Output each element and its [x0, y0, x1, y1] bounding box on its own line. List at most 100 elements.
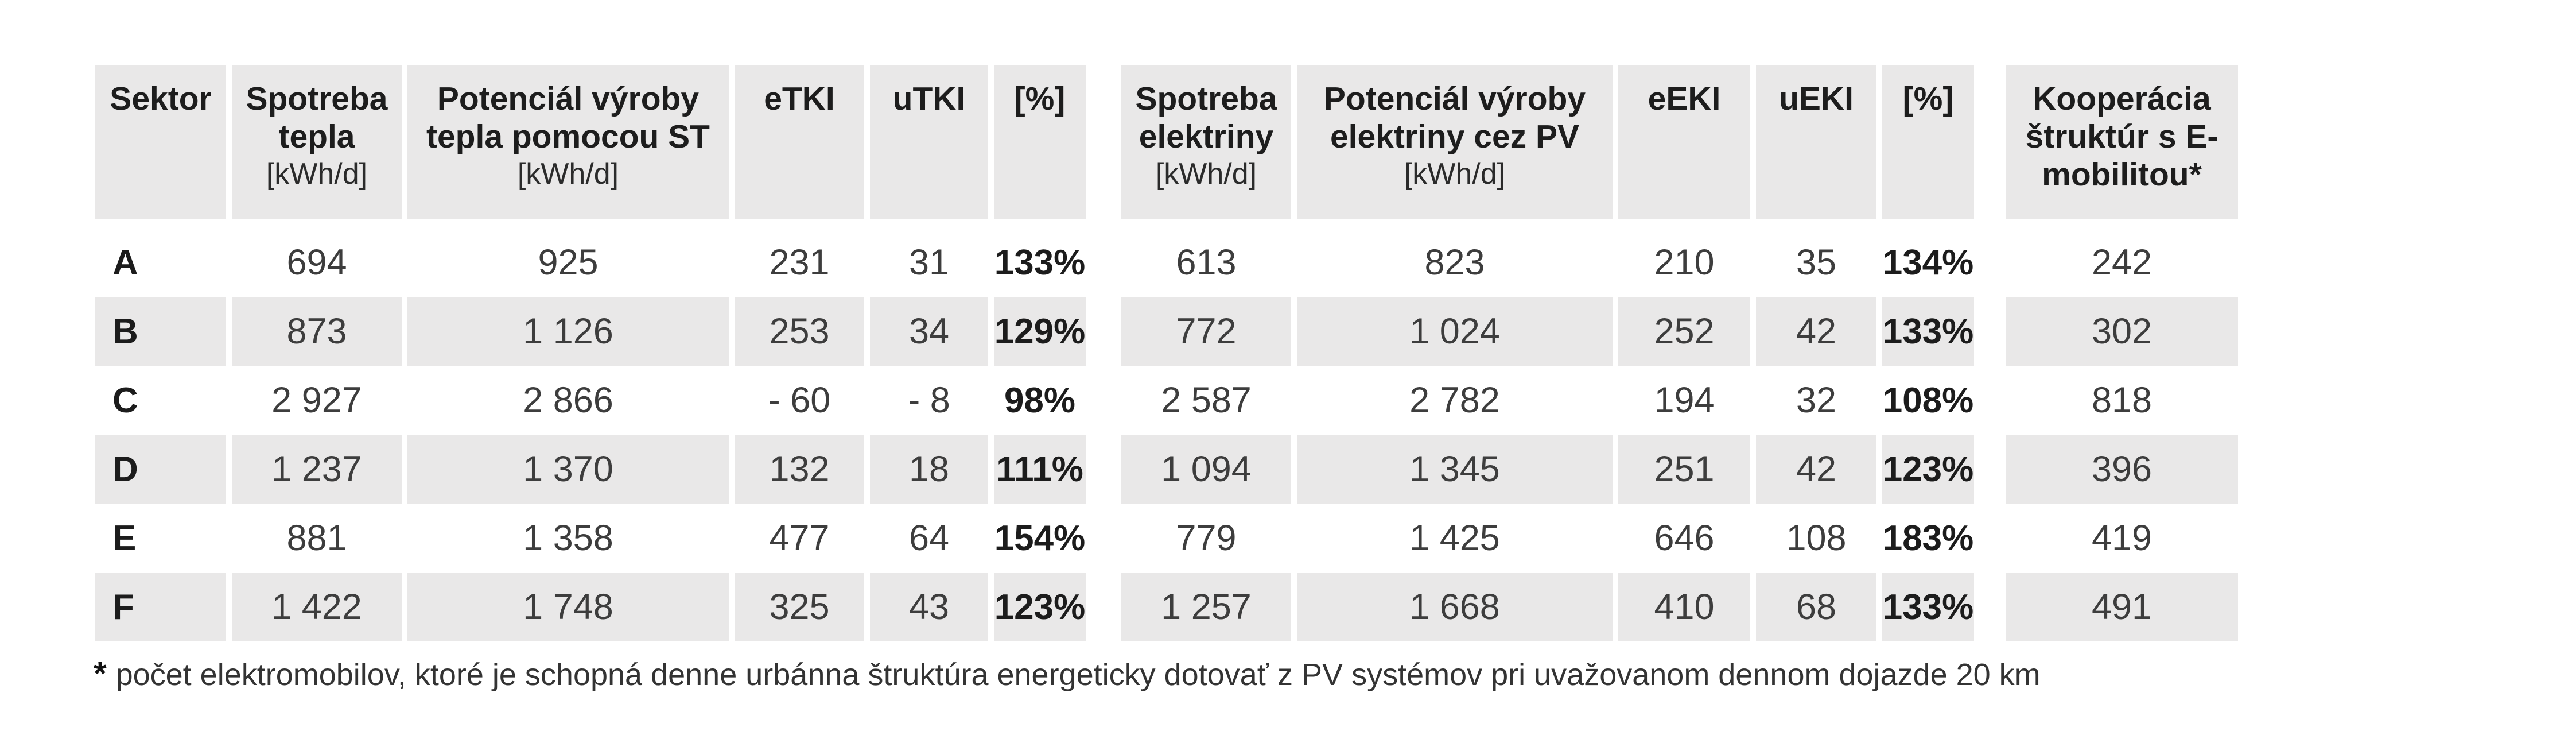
cell-kooperacia: 242: [2091, 242, 2153, 283]
cell-spotreba-elektriny: 1 094: [1121, 435, 1291, 504]
cell-etki: 253: [735, 297, 864, 366]
cell-spotreba-tepla: 881: [286, 518, 347, 558]
column-gap: [1091, 504, 1116, 573]
cell-spotreba-tepla: 1 237: [232, 435, 402, 504]
cell-eki-percent: 133%: [1882, 297, 1974, 366]
header-label: eTKI: [764, 80, 835, 117]
cell-tki-percent: 129%: [994, 297, 1086, 366]
cell-tki-percent: 123%: [994, 573, 1086, 641]
cell-kooperacia: 302: [2006, 297, 2238, 366]
cell-kooperacia: 491: [2006, 573, 2238, 641]
cell-sektor: D: [95, 435, 226, 504]
cell-potencial-st: 1 126: [407, 297, 729, 366]
header-spotreba-elektriny: Spotreba elektriny [kWh/d]: [1121, 65, 1291, 219]
column-gap: [1091, 65, 1116, 219]
cell-tki-percent: 98%: [1004, 380, 1076, 420]
cell-potencial-st: 1 748: [407, 573, 729, 641]
cell-eeki: 210: [1654, 242, 1715, 283]
cell-tki-percent: 154%: [994, 518, 1086, 558]
cell-eeki: 251: [1618, 435, 1750, 504]
header-utki: uTKI: [870, 65, 988, 219]
cell-eki-percent: 108%: [1882, 380, 1974, 420]
header-etki: eTKI: [735, 65, 864, 219]
cell-utki: 43: [870, 573, 988, 641]
cell-utki: 31: [908, 242, 950, 283]
header-label: eEKI: [1648, 80, 1721, 117]
cell-kooperacia: 419: [2091, 518, 2153, 558]
cell-utki: 34: [870, 297, 988, 366]
cell-ueki: 108: [1786, 518, 1847, 558]
cell-eki-percent: 123%: [1882, 435, 1974, 504]
table-footnote: * počet elektromobilov, ktoré je schopná …: [94, 655, 2041, 693]
header-label: [%]: [1014, 80, 1066, 117]
header-eki-percent: [%]: [1882, 65, 1974, 219]
cell-potencial-pv: 823: [1424, 242, 1485, 283]
cell-potencial-st: 925: [538, 242, 599, 283]
header-sektor: Sektor: [95, 65, 226, 219]
header-label: Potenciál výroby tepla pomocou ST: [426, 80, 710, 155]
column-gap: [1980, 228, 2000, 297]
cell-sektor: F: [95, 573, 226, 641]
cell-eeki: 646: [1654, 518, 1715, 558]
energy-indicator-table: Sektor Spotreba tepla [kWh/d] Potenciál …: [95, 65, 2238, 641]
header-label: Spotreba tepla: [246, 80, 388, 155]
footnote-text: počet elektromobilov, ktoré je schopná d…: [115, 657, 2041, 692]
column-gap: [1091, 228, 1116, 297]
cell-sektor: B: [95, 297, 226, 366]
cell-potencial-pv: 2 782: [1409, 380, 1500, 420]
cell-ueki: 42: [1756, 297, 1876, 366]
column-gap: [1980, 366, 2000, 435]
cell-spotreba-elektriny: 613: [1176, 242, 1237, 283]
cell-potencial-st: 1 358: [523, 518, 613, 558]
cell-kooperacia: 396: [2006, 435, 2238, 504]
header-spotreba-tepla: Spotreba tepla [kWh/d]: [232, 65, 402, 219]
cell-spotreba-elektriny: 772: [1121, 297, 1291, 366]
cell-spotreba-tepla: 694: [286, 242, 347, 283]
cell-spotreba-elektriny: 1 257: [1121, 573, 1291, 641]
header-unit: [kWh/d]: [517, 157, 619, 191]
cell-ueki: 32: [1796, 380, 1837, 420]
column-gap: [1980, 435, 2000, 504]
header-unit: [kWh/d]: [1404, 157, 1506, 191]
cell-utki: - 8: [908, 380, 950, 420]
column-gap: [1980, 297, 2000, 366]
header-label: uEKI: [1779, 80, 1854, 117]
cell-eki-percent: 133%: [1882, 573, 1974, 641]
header-tki-percent: [%]: [994, 65, 1086, 219]
column-gap: [1091, 573, 1116, 641]
header-label: Spotreba elektriny: [1135, 80, 1277, 155]
cell-tki-percent: 133%: [994, 242, 1086, 283]
column-gap: [1980, 504, 2000, 573]
column-gap: [1091, 297, 1116, 366]
column-gap: [1091, 435, 1116, 504]
cell-kooperacia: 818: [2091, 380, 2153, 420]
header-label: Sektor: [110, 80, 212, 117]
header-potencial-st: Potenciál výroby tepla pomocou ST [kWh/d…: [407, 65, 729, 219]
cell-eeki: 252: [1618, 297, 1750, 366]
header-ueki: uEKI: [1756, 65, 1876, 219]
cell-eki-percent: 134%: [1882, 242, 1974, 283]
footnote-asterisk: *: [94, 655, 107, 693]
cell-utki: 18: [870, 435, 988, 504]
cell-potencial-pv: 1 345: [1297, 435, 1613, 504]
column-gap: [1091, 366, 1116, 435]
header-unit: [kWh/d]: [1155, 157, 1257, 191]
header-eeki: eEKI: [1618, 65, 1750, 219]
cell-spotreba-elektriny: 779: [1176, 518, 1237, 558]
cell-sektor: A: [112, 242, 138, 283]
cell-potencial-pv: 1 024: [1297, 297, 1613, 366]
column-gap: [1980, 65, 2000, 219]
cell-ueki: 68: [1756, 573, 1876, 641]
cell-utki: 64: [908, 518, 950, 558]
cell-sektor: E: [112, 518, 137, 558]
header-unit: [kWh/d]: [266, 157, 368, 191]
cell-spotreba-tepla: 873: [232, 297, 402, 366]
cell-tki-percent: 111%: [994, 435, 1086, 504]
cell-potencial-pv: 1 668: [1297, 573, 1613, 641]
cell-eeki: 194: [1654, 380, 1715, 420]
table-header: Sektor Spotreba tepla [kWh/d] Potenciál …: [95, 65, 2238, 219]
cell-etki: 132: [735, 435, 864, 504]
cell-potencial-st: 2 866: [523, 380, 613, 420]
cell-etki: 231: [769, 242, 830, 283]
cell-eeki: 410: [1618, 573, 1750, 641]
